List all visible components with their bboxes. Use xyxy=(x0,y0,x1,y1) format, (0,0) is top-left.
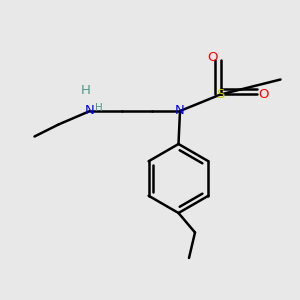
Text: H: H xyxy=(94,103,102,113)
Text: O: O xyxy=(258,88,268,101)
Text: S: S xyxy=(216,88,225,101)
Text: N: N xyxy=(175,104,185,118)
Text: N: N xyxy=(85,104,95,118)
Text: O: O xyxy=(208,51,218,64)
Text: H: H xyxy=(81,83,90,97)
